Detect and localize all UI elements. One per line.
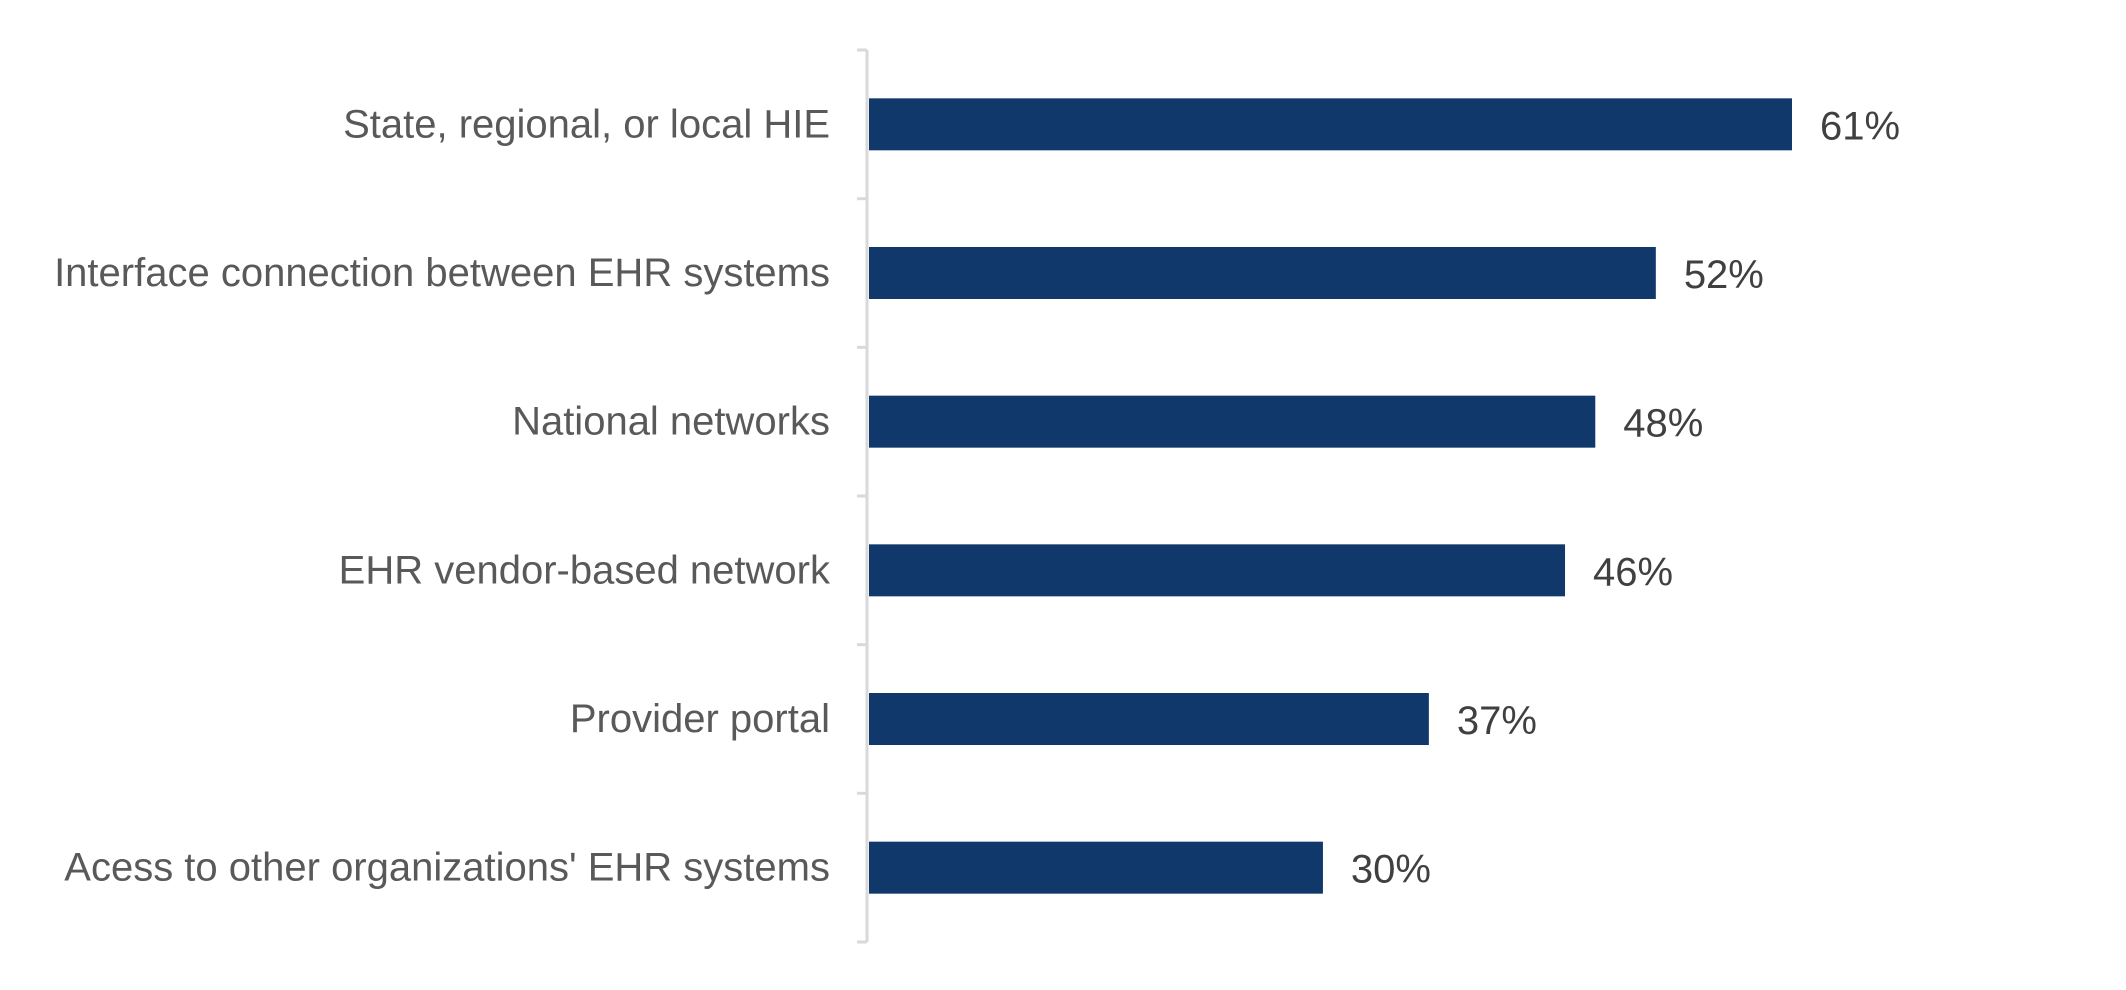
bar bbox=[869, 841, 1323, 894]
category-label: State, regional, or local HIE bbox=[343, 102, 830, 146]
bar bbox=[869, 693, 1429, 745]
category-axis bbox=[857, 48, 869, 944]
data-label: 46% bbox=[1593, 550, 1673, 594]
data-label: 52% bbox=[1684, 253, 1764, 297]
category-label: Interface connection between EHR systems bbox=[54, 251, 830, 295]
category-label: EHR vendor-based network bbox=[339, 548, 831, 592]
bar bbox=[869, 544, 1566, 597]
data-label: 48% bbox=[1623, 402, 1703, 446]
bars bbox=[869, 98, 1792, 894]
data-label: 61% bbox=[1820, 104, 1900, 148]
bar bbox=[869, 98, 1792, 151]
category-label: Acess to other organizations' EHR system… bbox=[64, 846, 830, 890]
category-label: National networks bbox=[512, 400, 830, 444]
data-label: 30% bbox=[1351, 848, 1431, 892]
bar bbox=[869, 395, 1596, 448]
category-label: Provider portal bbox=[570, 697, 830, 741]
category-labels: State, regional, or local HIE Interface c… bbox=[54, 102, 831, 889]
data-label: 37% bbox=[1457, 699, 1537, 743]
value-labels: 61% 52% 48% 46% 37% 30% bbox=[1351, 104, 1900, 891]
bar bbox=[869, 247, 1656, 299]
